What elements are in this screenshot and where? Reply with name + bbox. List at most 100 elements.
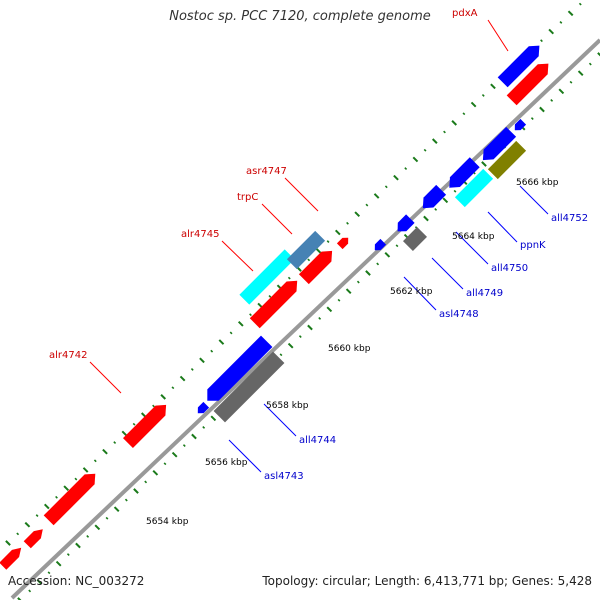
label-leader-line — [263, 403, 297, 437]
tick-mark — [540, 39, 543, 43]
tick-mark — [559, 20, 563, 24]
reverse-gene-feature[interactable] — [207, 335, 273, 401]
tick-mark — [179, 375, 186, 382]
scale-label: 5664 kbp — [452, 232, 495, 242]
gene-label-all4752[interactable]: all4752 — [551, 213, 588, 224]
label-leader-line — [519, 185, 549, 215]
tick-mark — [431, 138, 438, 144]
tick-mark — [152, 404, 155, 408]
tick-mark — [82, 467, 89, 473]
tick-mark — [490, 83, 496, 90]
gene-label-asr4747[interactable]: asr4747 — [246, 166, 287, 177]
tick-mark — [453, 189, 457, 193]
tick-mark — [5, 540, 11, 546]
tick-mark — [113, 441, 117, 444]
tick-mark — [443, 130, 446, 134]
tick-mark — [470, 101, 477, 108]
tick-mark — [550, 99, 554, 102]
tick-mark — [35, 514, 39, 518]
tick-mark — [395, 244, 399, 248]
scale-label: 5658 kbp — [266, 401, 309, 411]
label-leader-line — [221, 240, 254, 272]
label-leader-line — [487, 19, 509, 52]
tick-mark — [412, 156, 419, 163]
forward-gene-feature[interactable] — [336, 237, 349, 250]
reverse-gene-feature[interactable] — [197, 401, 210, 414]
tick-mark — [588, 62, 592, 66]
tick-mark — [102, 448, 108, 455]
olive-feature[interactable] — [487, 140, 527, 180]
tick-mark — [190, 368, 194, 371]
tick-mark — [346, 221, 349, 225]
tick-mark — [191, 433, 197, 440]
reverse-gene-feature[interactable] — [374, 238, 387, 251]
tick-mark — [345, 288, 352, 294]
gray-feature[interactable] — [213, 351, 285, 423]
gray-feature[interactable] — [403, 227, 427, 251]
reverse-gene-feature[interactable] — [497, 45, 540, 88]
tick-mark — [237, 320, 244, 327]
tick-mark — [210, 415, 217, 422]
tick-mark — [132, 422, 136, 426]
gene-features — [0, 45, 549, 570]
label-leader-line — [487, 211, 518, 243]
gene-label-all4750[interactable]: all4750 — [491, 263, 528, 274]
labels: 5654 kbp 5656 kbp 5658 kbp 5660 kbp 5662 kbp… — [49, 8, 588, 527]
gene-label-asl4748[interactable]: asl4748 — [439, 309, 479, 320]
tick-mark — [365, 203, 369, 207]
gene-label-asl4743[interactable]: asl4743 — [264, 471, 304, 482]
gene-label-all4749[interactable]: all4749 — [466, 288, 503, 299]
tick-mark — [434, 208, 438, 211]
label-leader-line — [261, 203, 293, 235]
tick-mark — [210, 349, 214, 353]
forward-gene-feature[interactable] — [298, 250, 333, 285]
steel-feature[interactable] — [286, 230, 326, 270]
forward-gene-feature[interactable] — [506, 63, 549, 106]
tick-mark — [182, 444, 186, 447]
tick-mark — [63, 485, 70, 492]
label-leader-line — [89, 361, 122, 394]
scale-label: 5654 kbp — [146, 517, 189, 527]
tick-mark — [393, 174, 399, 181]
scale-label: 5666 kbp — [516, 178, 559, 188]
gene-label-ppnk[interactable]: ppnK — [520, 240, 546, 251]
reverse-gene-feature[interactable] — [422, 184, 447, 209]
cyan-feature[interactable] — [454, 168, 494, 208]
accession-text: Accession: NC_003272 — [8, 574, 145, 588]
tick-mark — [55, 560, 62, 567]
tick-mark — [578, 2, 582, 6]
tick-mark — [558, 88, 565, 95]
scale-label: 5662 kbp — [390, 287, 433, 297]
gene-label-alr4742[interactable]: alr4742 — [49, 350, 87, 361]
tick-mark — [577, 70, 584, 76]
forward-gene-feature[interactable] — [249, 280, 298, 329]
tick-mark — [93, 459, 97, 463]
reverse-gene-feature[interactable] — [397, 214, 415, 232]
gene-label-alr4745[interactable]: alr4745 — [181, 229, 219, 240]
scale-label: 5656 kbp — [205, 458, 248, 468]
reverse-gene-feature[interactable] — [449, 157, 480, 188]
reverse-gene-feature[interactable] — [482, 126, 517, 161]
forward-gene-feature[interactable] — [0, 547, 22, 570]
tick-mark — [279, 353, 283, 357]
forward-gene-feature[interactable] — [123, 404, 167, 448]
forward-gene-feature[interactable] — [23, 529, 43, 549]
tick-mark — [202, 426, 206, 429]
cyan-feature[interactable] — [239, 249, 295, 305]
reverse-gene-feature[interactable] — [514, 118, 527, 131]
tick-mark — [337, 298, 341, 302]
tick-mark — [423, 215, 429, 222]
gene-label-trpc[interactable]: trpC — [237, 192, 258, 203]
gene-label-all4744[interactable]: all4744 — [299, 435, 336, 446]
tick-mark — [171, 386, 175, 390]
tick-mark — [105, 516, 109, 520]
forward-gene-feature[interactable] — [43, 473, 96, 526]
tick-mark — [94, 524, 101, 531]
gene-label-pdxa[interactable]: pdxA — [452, 8, 478, 19]
tick-mark — [199, 357, 205, 364]
tick-mark — [307, 324, 313, 331]
tick-mark — [121, 430, 128, 437]
scale-label: 5660 kbp — [328, 344, 371, 354]
tick-mark — [133, 488, 139, 494]
tick-mark — [28, 589, 32, 593]
